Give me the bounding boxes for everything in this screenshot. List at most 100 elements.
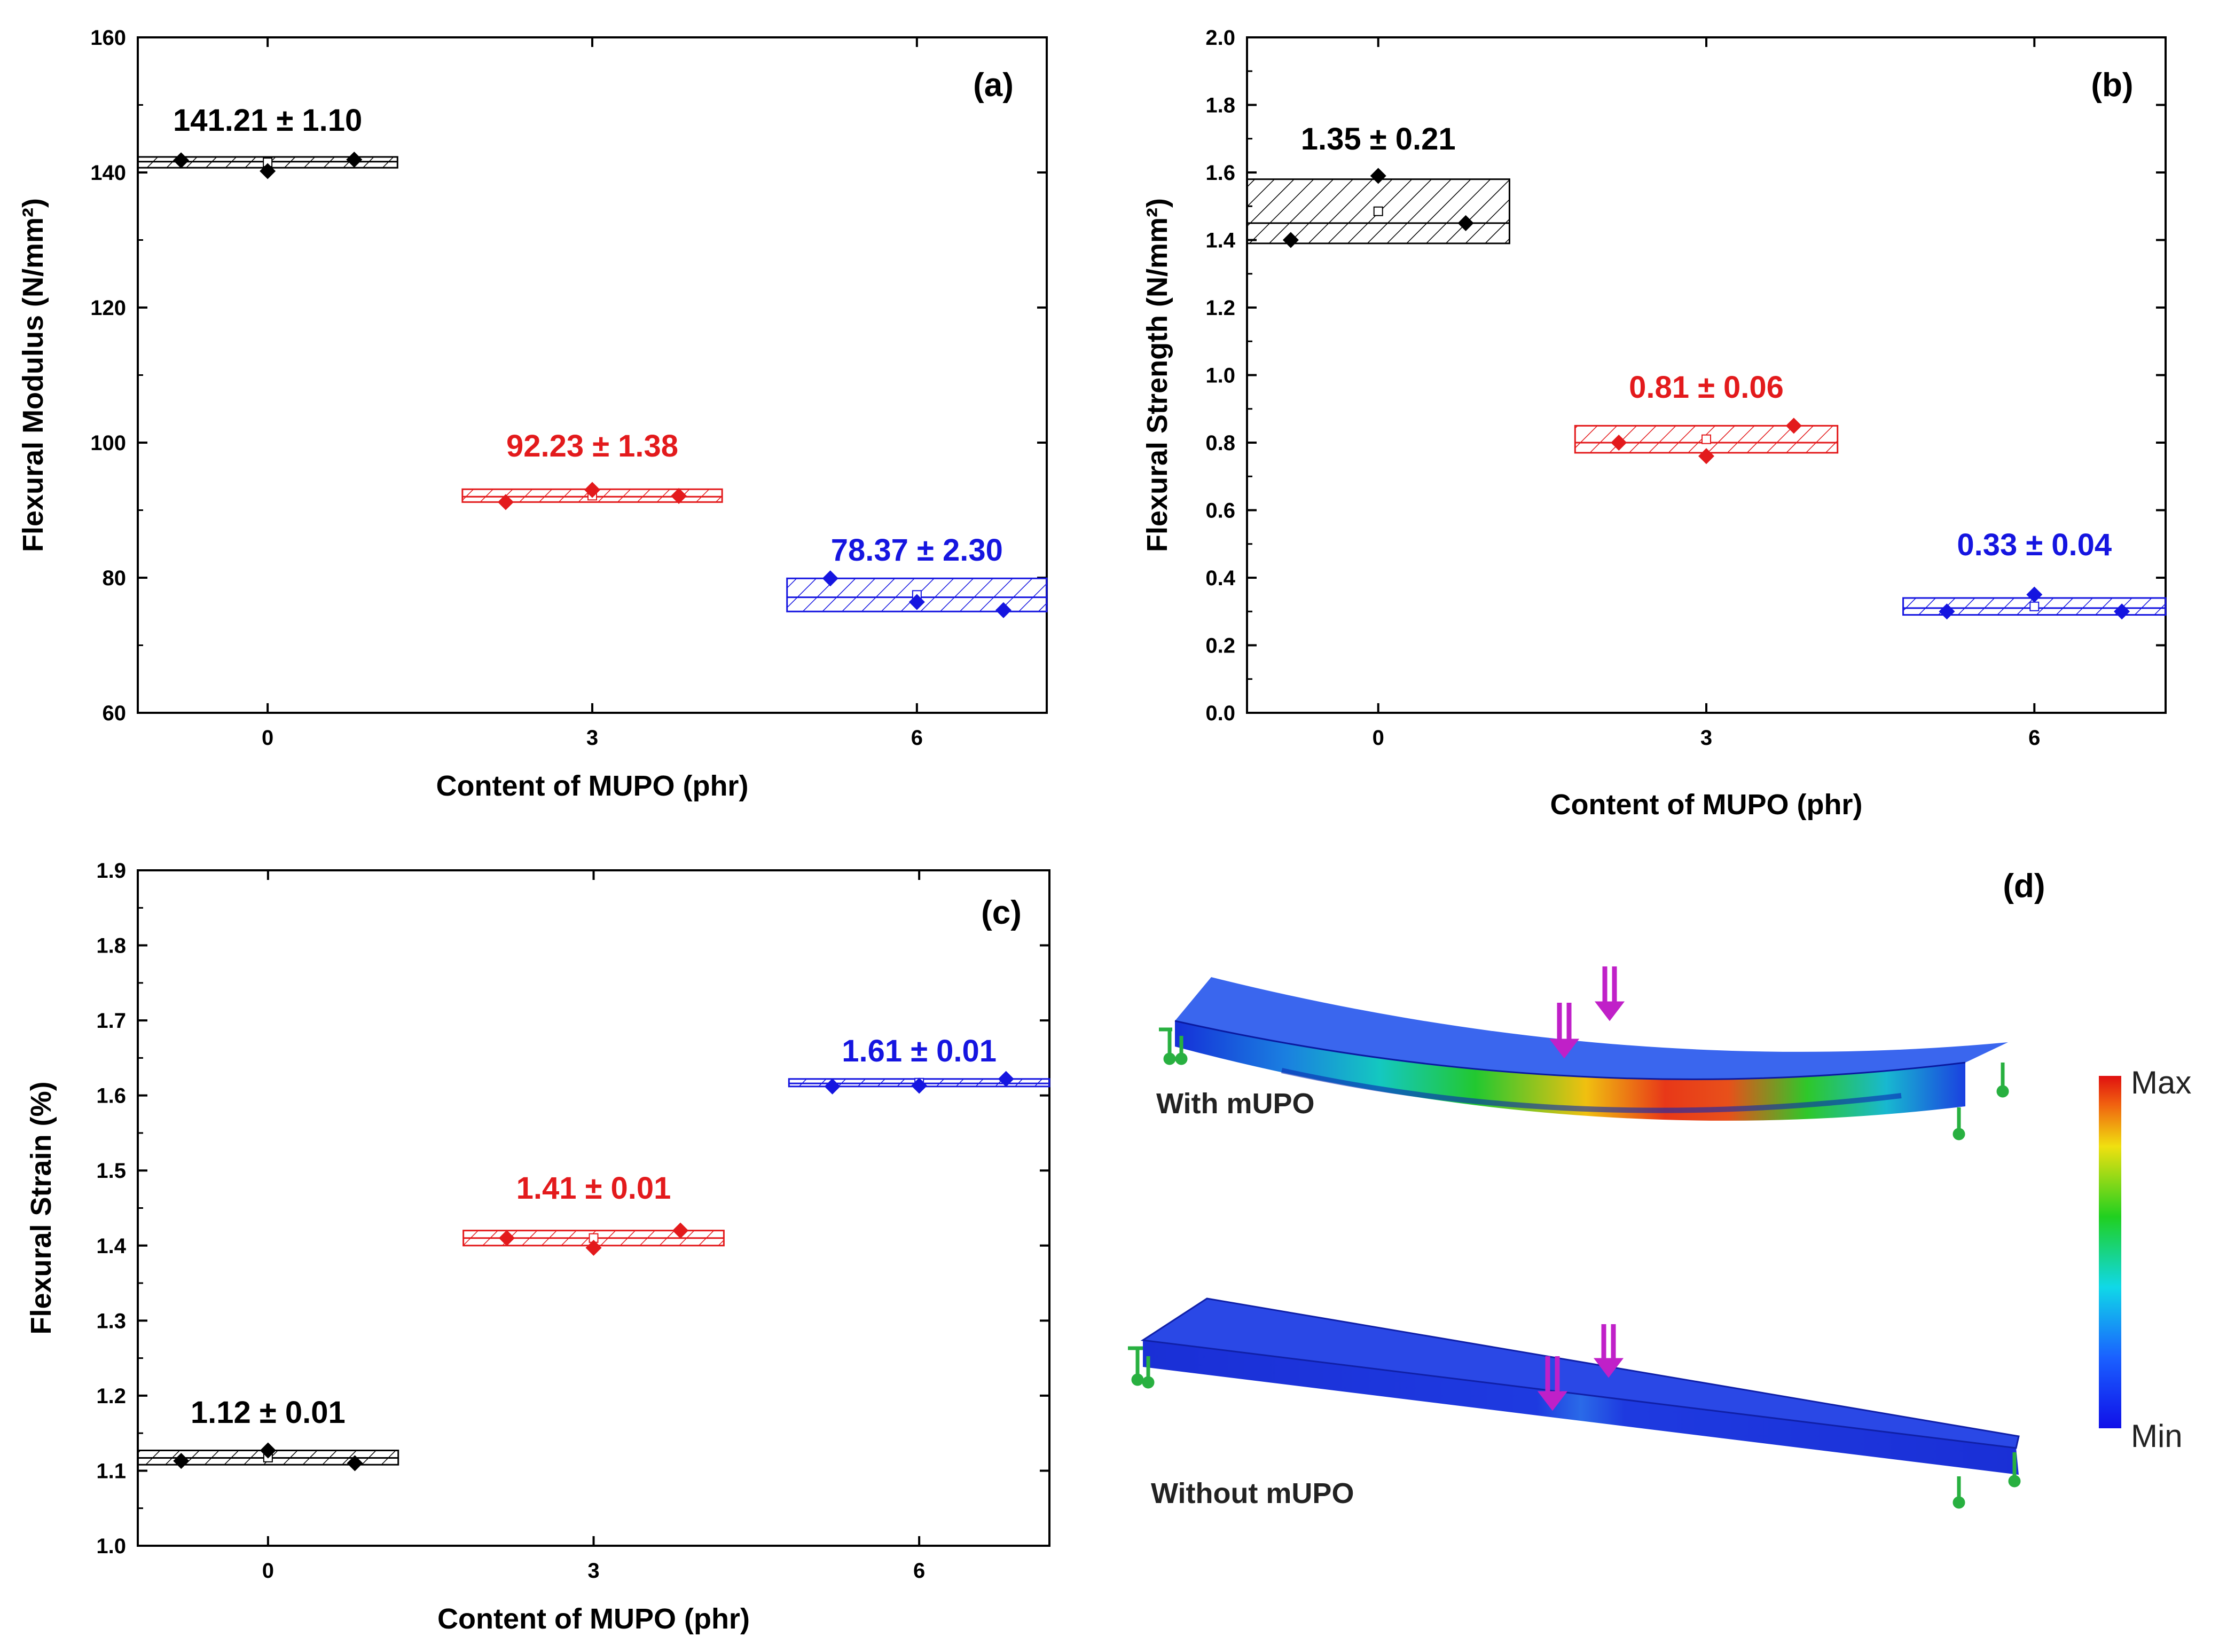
x-tick-label: 6: [913, 1559, 925, 1583]
panel-label-b: (b): [2091, 67, 2133, 104]
data-label: 141.21 ± 1.10: [173, 103, 362, 138]
x-tick-label: 3: [587, 1559, 599, 1583]
data-point: [1698, 448, 1714, 465]
panel-d-fea-simulation: (d) With mUPO: [1128, 868, 2191, 1509]
data-point: [1785, 418, 1802, 434]
panel-label-c: (c): [981, 894, 1022, 931]
data-point: [260, 163, 276, 179]
beam-with-side-face: [1175, 1021, 1965, 1121]
y-tick-label: 1.0: [1205, 364, 1235, 388]
panel-c-flexural-strain: 1.0 1.1 1.2 1.3 1.4 1.5 1.6 1.7 1.8 1.9 0 3 6 Content…: [25, 859, 1050, 1635]
data-label: 92.23 ± 1.38: [506, 429, 678, 463]
y-tick-label: 1.5: [96, 1159, 126, 1183]
x-axis-label: Content of MUPO (phr): [1550, 789, 1863, 821]
panel-a-flexural-modulus: 60 80 100 120 140 160 0 3 6 Content of MUPO (phr)…: [17, 26, 1048, 802]
x-axis-label: Content of MUPO (phr): [436, 770, 749, 802]
y-tick-label: 160: [90, 26, 126, 50]
y-tick-label: 1.1: [96, 1459, 126, 1483]
data-label: 0.81 ± 0.06: [1629, 370, 1784, 405]
y-tick-label: 1.2: [1205, 296, 1235, 320]
y-tick-label: 60: [103, 702, 127, 725]
supports-with: [1159, 1027, 2009, 1140]
data-point: [173, 1453, 190, 1469]
panel-d-label: (d): [2003, 868, 2045, 904]
y-tick-label: 0.8: [1205, 431, 1235, 455]
data-label: 1.41 ± 0.01: [516, 1171, 671, 1206]
x-tick-label: 6: [911, 726, 923, 750]
colorbar-min-label: Min: [2131, 1418, 2183, 1454]
y-tick-label: 1.4: [1205, 229, 1235, 253]
data-label: 0.33 ± 0.04: [1957, 528, 2112, 562]
panel-label-a: (a): [973, 67, 1014, 104]
y-tick-label: 1.0: [96, 1535, 126, 1558]
x-tick-label: 3: [586, 726, 598, 750]
y-tick-label: 1.7: [96, 1009, 126, 1033]
y-tick-label: 80: [103, 567, 127, 590]
x-tick-label: 0: [262, 1559, 274, 1583]
data-label: 1.35 ± 0.21: [1301, 122, 1456, 156]
data-point: [584, 482, 600, 498]
label-without-mupo: Without mUPO: [1151, 1477, 1354, 1509]
y-tick-label: 0.0: [1205, 702, 1235, 725]
y-tick-label: 1.4: [96, 1234, 126, 1258]
data-point: [822, 570, 838, 587]
y-tick-label: 100: [90, 431, 126, 455]
colorbar-max-label: Max: [2131, 1065, 2191, 1100]
data-point: [585, 1239, 602, 1256]
data-point: [1370, 168, 1386, 184]
data-point: [2026, 586, 2043, 603]
y-tick-label: 0.6: [1205, 499, 1235, 523]
beam-without-mupo: Without mUPO: [1128, 1297, 2021, 1509]
data-point: [497, 494, 514, 510]
data-point: [824, 1078, 841, 1095]
y-tick-label: 1.8: [96, 934, 126, 958]
data-point: [346, 151, 363, 168]
data-point: [347, 1455, 363, 1472]
data-point: [995, 602, 1012, 618]
load-arrows-without: [1537, 1324, 1624, 1411]
y-tick-label: 2.0: [1205, 26, 1235, 50]
x-tick-label: 0: [262, 726, 273, 750]
beam-with-top-face: [1175, 977, 2008, 1080]
y-axis-label: Flexural Strength (N/mm²): [1141, 198, 1173, 552]
mean-marker: [1373, 206, 1383, 216]
supports-without: [1128, 1346, 2021, 1509]
y-tick-label: 1.9: [96, 859, 126, 883]
mean-marker: [2029, 601, 2040, 611]
x-tick-label: 0: [1373, 726, 1384, 750]
data-point: [908, 594, 925, 610]
data-point: [1611, 435, 1627, 451]
data-point: [911, 1077, 928, 1094]
beam-without-side-face: [1143, 1340, 2019, 1475]
y-tick-label: 1.3: [96, 1309, 126, 1333]
y-tick-label: 0.2: [1205, 634, 1235, 658]
label-with-mupo: With mUPO: [1156, 1088, 1315, 1120]
x-tick-label: 6: [2028, 726, 2040, 750]
mean-marker: [1702, 434, 1711, 444]
y-tick-label: 1.6: [1205, 161, 1235, 185]
load-arrows-with: [1549, 966, 1625, 1059]
y-tick-label: 0.4: [1205, 567, 1235, 590]
y-axis-label: Flexural Modulus (N/mm²): [17, 198, 49, 552]
plot-frame-c: [137, 869, 1050, 1547]
panel-b-flexural-strength: 0.0 0.2 0.4 0.6 0.8 1.0 1.2 1.4 1.6 1.8 2.0 0 3 6 Cont…: [1141, 26, 2167, 821]
data-label: 1.12 ± 0.01: [191, 1395, 346, 1430]
data-point: [1282, 232, 1299, 248]
data-point: [2114, 603, 2130, 620]
x-tick-label: 3: [1700, 726, 1712, 750]
colorbar-gradient: [2099, 1076, 2121, 1428]
data-label: 78.37 ± 2.30: [831, 533, 1003, 568]
data-point: [672, 1222, 689, 1239]
data-point: [1939, 603, 1955, 620]
y-tick-label: 140: [90, 161, 126, 185]
data-label: 1.61 ± 0.01: [842, 1034, 997, 1068]
data-point: [498, 1230, 515, 1246]
data-point: [260, 1442, 276, 1459]
stress-colorbar: Max Min: [2099, 1065, 2191, 1454]
beam-with-mupo: With mUPO: [1156, 966, 2009, 1140]
data-point: [671, 487, 687, 504]
x-axis-label: Content of MUPO (phr): [437, 1603, 750, 1635]
data-point: [173, 152, 190, 169]
y-tick-label: 1.8: [1205, 94, 1235, 117]
